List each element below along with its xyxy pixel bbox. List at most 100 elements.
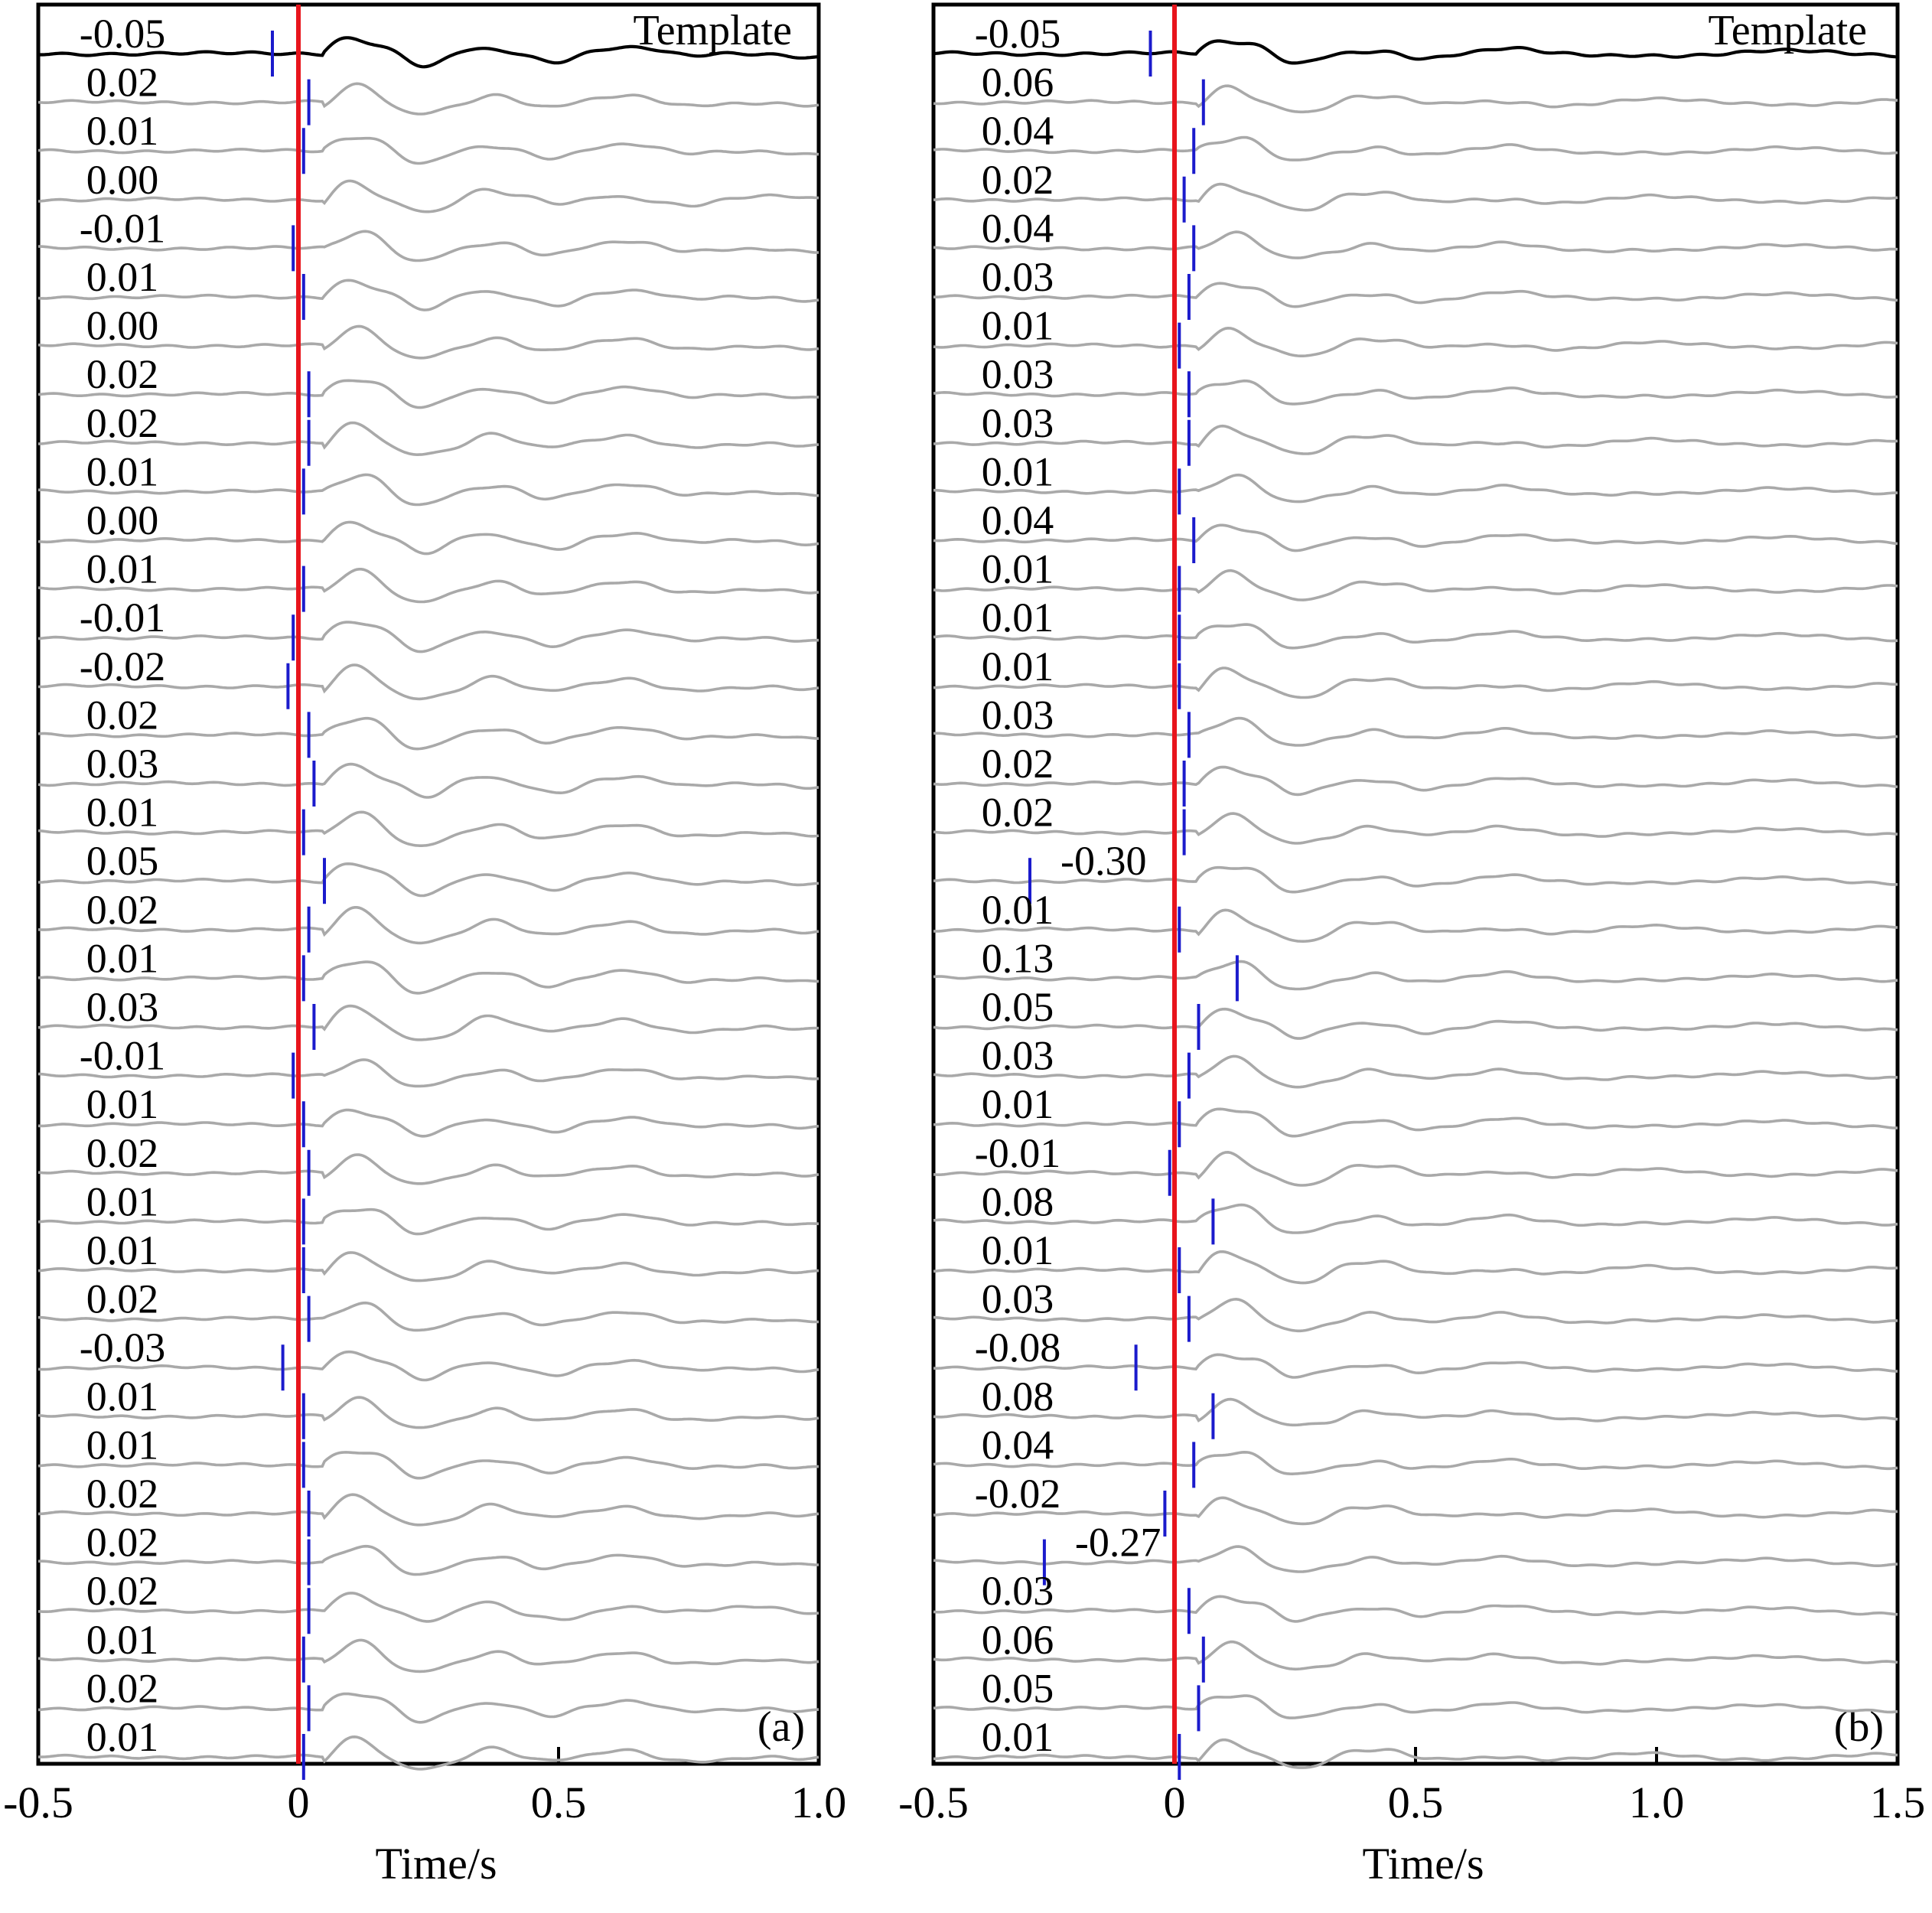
event-trace	[933, 230, 1898, 259]
event-trace	[37, 960, 819, 995]
shift-value-label: 0.00	[86, 497, 159, 543]
shift-value-label: 0.01	[86, 1374, 159, 1419]
event-trace	[37, 1451, 819, 1480]
event-trace	[37, 1396, 819, 1429]
shift-value-label: -0.03	[80, 1325, 165, 1370]
event-trace	[933, 282, 1898, 308]
x-tick-label: 0.5	[1388, 1778, 1444, 1827]
shift-value-label: 0.02	[86, 692, 159, 738]
shift-value-label: -0.02	[975, 1471, 1060, 1517]
shift-value-label: 0.04	[982, 497, 1054, 543]
shift-value-label: 0.06	[982, 60, 1054, 106]
shift-value-label: 0.04	[982, 108, 1054, 154]
shift-value-label: -0.08	[975, 1325, 1060, 1370]
event-trace	[37, 1251, 819, 1282]
event-trace	[37, 421, 819, 457]
event-trace	[37, 1638, 819, 1673]
template-trace	[933, 39, 1898, 65]
event-trace	[933, 523, 1898, 552]
shift-value-label: 0.02	[86, 1568, 159, 1614]
shift-value-label: 0.03	[86, 741, 159, 787]
shift-value-label: 0.02	[86, 351, 159, 397]
shift-value-label: 0.00	[86, 303, 159, 349]
event-trace	[933, 1738, 1898, 1769]
event-trace	[37, 473, 819, 507]
shift-value-label: 0.13	[982, 935, 1054, 981]
shift-value-label: 0.03	[982, 1033, 1054, 1079]
template-trace	[37, 36, 819, 69]
event-trace	[933, 1054, 1898, 1089]
event-trace	[933, 424, 1898, 455]
event-trace	[37, 82, 819, 116]
shift-value-label: 0.00	[86, 157, 159, 203]
shift-value-label: 0.01	[982, 887, 1054, 933]
event-trace	[37, 1592, 819, 1623]
shift-value-label: 0.01	[982, 1227, 1054, 1273]
shift-value-label: 0.01	[982, 546, 1054, 592]
event-trace	[933, 908, 1898, 943]
shift-value-label: 0.02	[86, 1130, 159, 1176]
shift-value-label: 0.01	[982, 1714, 1054, 1760]
shift-value-label: 0.01	[86, 935, 159, 981]
shift-value-label: 0.08	[982, 1374, 1054, 1419]
event-trace	[37, 1692, 819, 1724]
event-trace	[933, 1397, 1898, 1427]
event-trace	[933, 84, 1898, 114]
shift-value-label: -0.27	[1075, 1520, 1161, 1566]
shift-value-label: 0.01	[982, 595, 1054, 640]
event-trace	[37, 621, 819, 653]
shift-value-label: -0.30	[1060, 838, 1146, 884]
shift-value-label: -0.01	[80, 1033, 165, 1079]
event-trace	[933, 812, 1898, 845]
shift-value-label: 0.03	[982, 400, 1054, 446]
x-axis-label: Time/s	[1362, 1839, 1484, 1889]
event-trace	[37, 1004, 819, 1041]
event-trace	[933, 379, 1898, 406]
event-trace	[37, 230, 819, 262]
event-trace	[933, 1107, 1898, 1138]
event-trace	[933, 666, 1898, 699]
shift-value-label: -0.02	[80, 644, 165, 689]
shift-value-label: 0.01	[86, 790, 159, 836]
event-trace	[933, 960, 1898, 991]
shift-value-label: 0.03	[86, 984, 159, 1030]
shift-value-label: 0.01	[86, 254, 159, 300]
shift-value-label: 0.01	[86, 448, 159, 494]
event-trace	[37, 716, 819, 751]
event-trace	[933, 765, 1898, 797]
x-tick-label: 0	[1164, 1778, 1186, 1827]
event-trace	[37, 379, 819, 409]
shift-value-label: 0.01	[86, 1178, 159, 1224]
template-label: Template	[633, 7, 792, 54]
shift-value-label: 0.02	[86, 400, 159, 446]
shift-value-label: 0.02	[982, 741, 1054, 787]
shift-value-label: 0.05	[982, 984, 1054, 1030]
event-trace	[933, 1353, 1898, 1379]
event-trace	[933, 623, 1898, 650]
event-trace	[37, 568, 819, 604]
event-trace	[37, 762, 819, 799]
template-label: Template	[1708, 7, 1867, 54]
shift-value-label: -0.01	[80, 205, 165, 251]
event-trace	[933, 1545, 1898, 1573]
shift-value-label: 0.02	[86, 60, 159, 106]
shift-value-label: 0.06	[982, 1617, 1054, 1663]
event-trace	[933, 1694, 1898, 1719]
shift-value-label: 0.01	[86, 108, 159, 154]
event-trace	[37, 1350, 819, 1382]
shift-value-label: 0.01	[86, 1714, 159, 1760]
event-trace	[37, 1207, 819, 1236]
event-trace	[38, 1301, 819, 1332]
shift-value-label: 0.01	[86, 546, 159, 592]
x-tick-label: 1.5	[1870, 1778, 1926, 1827]
event-trace	[37, 1544, 819, 1576]
shift-value-label: -0.05	[975, 11, 1060, 57]
event-trace	[37, 1058, 819, 1088]
event-trace	[37, 1108, 819, 1138]
x-tick-label: -0.5	[898, 1778, 969, 1827]
event-trace	[933, 1250, 1898, 1285]
shift-value-label: 0.01	[86, 1617, 159, 1663]
event-trace	[38, 663, 819, 701]
